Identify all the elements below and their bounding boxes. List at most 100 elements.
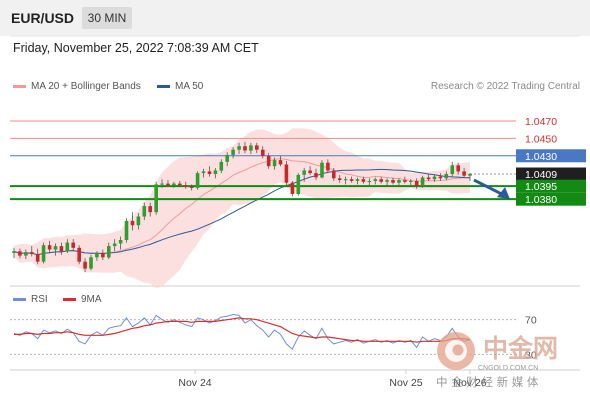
candle-body <box>243 146 247 151</box>
candle-body <box>41 245 46 262</box>
candle-body <box>420 177 425 187</box>
candle-body <box>65 242 70 252</box>
candle-body <box>130 220 135 226</box>
candle-body <box>142 206 147 217</box>
rsi-panel: 70 30 <box>10 313 537 361</box>
legend-swatch <box>63 297 76 301</box>
legend-label: MA 20 + Bollinger Bands <box>31 81 141 92</box>
candle-body <box>249 145 253 151</box>
candle-body <box>397 180 401 183</box>
candle-body <box>83 261 87 269</box>
watermark-domain: CNGOLD.COM.CN <box>478 365 538 372</box>
watermark-logo <box>434 326 584 390</box>
candles <box>12 141 472 273</box>
rsi-series-9MA <box>14 317 471 343</box>
candle-body <box>30 252 34 254</box>
legend-label: 9MA <box>81 294 102 305</box>
x-tick-label: Nov 25 <box>389 377 422 389</box>
candle-body <box>213 170 218 174</box>
candle-body <box>314 173 318 178</box>
candle-body <box>326 162 330 171</box>
candle-body <box>361 179 366 182</box>
bollinger-bands <box>13 128 471 288</box>
candle-body <box>35 253 40 262</box>
candle-body <box>403 180 407 182</box>
candle-body <box>24 252 28 256</box>
candle-body <box>355 179 360 181</box>
candle-body <box>426 177 431 180</box>
candle-body <box>308 170 312 174</box>
candle-body <box>207 171 212 174</box>
candle-body <box>225 154 229 162</box>
legend-ma20-bollinger: MA 20 + Bollinger Bands <box>13 81 141 92</box>
level-label-last: 1.0409 <box>525 169 557 181</box>
candle-body <box>101 253 105 258</box>
level-lines <box>10 120 516 201</box>
candle-body <box>184 185 188 187</box>
candle-body <box>367 181 372 182</box>
candle-body <box>456 165 460 172</box>
candle-body <box>77 247 81 262</box>
candle-body <box>296 174 301 194</box>
candle-body <box>432 176 437 180</box>
candle-body <box>201 171 206 174</box>
candle-body <box>18 251 22 256</box>
candle-body <box>118 240 123 244</box>
candle-body <box>373 179 378 181</box>
level-label-support: 1.0380 <box>525 194 557 206</box>
candle-body <box>136 216 141 226</box>
rsi-series-RSI <box>13 313 471 350</box>
candle-body <box>450 165 455 174</box>
candle-body <box>261 149 265 156</box>
candle-body <box>89 257 93 269</box>
level-label-pivot: 1.0430 <box>525 151 557 163</box>
candle-body <box>166 183 170 186</box>
candle-body <box>112 243 117 247</box>
rsi-ref-label: 70 <box>525 315 537 327</box>
forecast-arrow-head <box>497 187 510 200</box>
candle-body <box>409 181 413 182</box>
symbol-label: EUR/USD <box>11 10 75 26</box>
legend-swatch <box>157 84 170 88</box>
candle-body <box>71 242 75 248</box>
level-label-resistance: 1.0470 <box>525 116 557 128</box>
candle-body <box>266 155 271 167</box>
candle-body <box>172 183 176 186</box>
legend-label: MA 50 <box>175 81 204 92</box>
candle-body <box>444 174 449 179</box>
level-label-bg <box>516 149 586 163</box>
research-credit: Research © 2022 Trading Central <box>430 81 580 92</box>
candle-body <box>272 160 277 167</box>
candle-body <box>160 183 164 185</box>
candle-body <box>154 184 158 213</box>
candle-body <box>59 246 64 252</box>
candle-body <box>414 181 419 187</box>
legend-rsi: RSI <box>13 294 48 305</box>
candle-body <box>302 170 306 175</box>
candle-body <box>468 174 472 176</box>
watermark-slogan: 中 金 财 经 新 媒 体 <box>436 375 539 389</box>
level-label-support: 1.0395 <box>525 181 557 193</box>
legend-swatch <box>13 297 26 301</box>
x-tick-label: Nov 24 <box>178 377 211 389</box>
level-label-resistance: 1.0450 <box>525 133 557 145</box>
candle-body <box>278 160 283 165</box>
timeframe-badge[interactable]: 30 MIN <box>82 7 132 29</box>
watermark-mark <box>437 332 475 370</box>
candle-body <box>47 245 52 250</box>
candle-body <box>124 220 129 240</box>
legend-ma50: MA 50 <box>157 81 203 92</box>
candle-body <box>462 171 466 176</box>
x-tick-label: Nov 26 <box>453 377 486 389</box>
candle-body <box>195 173 200 188</box>
datetime-label: Friday, November 25, 2022 7:08:39 AM CET <box>13 41 259 55</box>
candle-body <box>219 161 224 171</box>
forecast-arrow-shaft <box>473 178 505 197</box>
candle-body <box>107 246 111 258</box>
candle-body <box>189 187 194 188</box>
candle-body <box>95 253 99 258</box>
x-axis: Nov 24 Nov 25 Nov 26 中金网 CNGOLD.COM.CN 中 金 财 … <box>178 334 558 389</box>
legend-swatch <box>13 84 26 88</box>
